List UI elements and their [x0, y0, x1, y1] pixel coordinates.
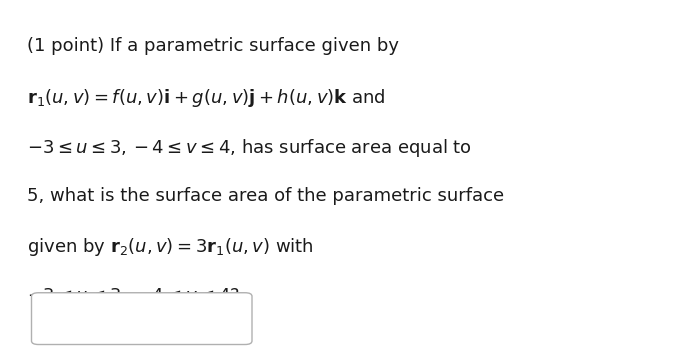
Text: 5, what is the surface area of the parametric surface: 5, what is the surface area of the param… [27, 187, 504, 205]
FancyBboxPatch shape [32, 293, 252, 345]
Text: $-3 \leq u \leq 3, -4 \leq v \leq 4$, has surface area equal to: $-3 \leq u \leq 3, -4 \leq v \leq 4$, ha… [27, 137, 472, 160]
Text: given by $\mathbf{r}_2(u, v) = 3\mathbf{r}_1(u, v)$ with: given by $\mathbf{r}_2(u, v) = 3\mathbf{… [27, 236, 314, 258]
Text: (1 point) If a parametric surface given by: (1 point) If a parametric surface given … [27, 37, 398, 55]
Text: $\mathbf{r}_1(u, v) = f(u, v)\mathbf{i} + g(u, v)\mathbf{j} + h(u, v)\mathbf{k}$: $\mathbf{r}_1(u, v) = f(u, v)\mathbf{i} … [27, 87, 385, 110]
Text: $-3 \leq u \leq 3, -4 \leq v \leq 4$?: $-3 \leq u \leq 3, -4 \leq v \leq 4$? [27, 286, 239, 305]
